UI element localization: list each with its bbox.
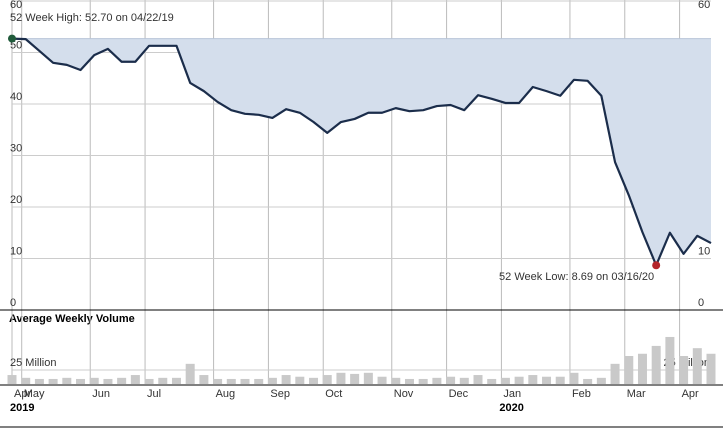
volume-bar <box>583 378 593 384</box>
x-tick-label: May <box>24 388 45 400</box>
volume-bar <box>350 373 360 384</box>
volume-bar <box>295 376 305 384</box>
volume-bar <box>377 376 387 384</box>
volume-bar <box>446 376 456 384</box>
volume-bar <box>542 376 552 384</box>
y2-tick-label: 10 <box>698 245 710 257</box>
volume-bar <box>213 378 223 384</box>
volume-bar <box>103 378 113 384</box>
volume-bar <box>610 363 620 384</box>
x-tick-label: Apr <box>682 388 699 400</box>
volume-bar <box>624 356 634 384</box>
volume-bar <box>322 375 332 384</box>
volume-bar <box>185 363 195 384</box>
volume-bar <box>267 377 277 384</box>
x-tick-label: Nov <box>394 388 414 400</box>
year-label: 2020 <box>499 402 523 414</box>
volume-bar <box>89 377 99 384</box>
y-tick-label: 30 <box>10 142 22 154</box>
volume-bar <box>254 378 264 384</box>
volume-bar <box>528 375 538 384</box>
volume-bar <box>7 375 17 384</box>
annotation: 52 Week High: 52.70 on 04/22/19 <box>10 12 174 24</box>
year-label: 2019 <box>10 402 34 414</box>
volume-bar <box>21 377 31 384</box>
x-tick-label: Jul <box>147 388 161 400</box>
y-tick-label: 25 Million <box>10 357 56 369</box>
volume-bar <box>432 377 442 384</box>
volume-bar <box>404 378 414 384</box>
y2-tick-label: 0 <box>698 297 704 309</box>
x-tick-label: Aug <box>216 388 236 400</box>
volume-bar <box>596 377 606 384</box>
annotation: 52 Week Low: 8.69 on 03/16/20 <box>499 271 654 283</box>
volume-title: Average Weekly Volume <box>9 313 135 325</box>
volume-bar <box>158 377 168 384</box>
y2-tick-label: 60 <box>698 0 710 11</box>
x-tick-label: Jun <box>92 388 110 400</box>
volume-bar <box>692 348 702 384</box>
volume-bar <box>336 372 346 384</box>
volume-bar <box>240 378 250 384</box>
volume-bar <box>418 378 428 384</box>
area-fill <box>12 38 711 266</box>
volume-bar <box>171 377 181 384</box>
volume-bar <box>706 353 716 384</box>
volume-bar <box>199 375 209 384</box>
x-tick-label: Apr <box>14 388 31 400</box>
volume-bar <box>281 375 291 384</box>
volume-bar <box>459 377 469 384</box>
high-marker <box>8 34 16 43</box>
volume-bar <box>500 377 510 384</box>
x-tick-label: Mar <box>627 388 646 400</box>
volume-bar <box>76 378 86 384</box>
volume-bar <box>62 377 72 384</box>
volume-bar <box>487 378 497 384</box>
x-tick-label: Dec <box>449 388 469 400</box>
volume-bar <box>34 378 44 384</box>
volume-bar <box>555 376 565 384</box>
volume-bar <box>117 377 127 384</box>
volume-bar <box>48 378 58 384</box>
y-tick-label: 60 <box>10 0 22 11</box>
volume-bar <box>569 372 579 384</box>
y-tick-label: 10 <box>10 245 22 257</box>
volume-bar <box>130 375 140 384</box>
volume-bar <box>665 336 675 384</box>
low-marker <box>652 261 661 270</box>
volume-bar <box>514 376 524 384</box>
volume-bar <box>226 378 236 384</box>
x-tick-label: Jan <box>503 388 521 400</box>
price-line <box>11 37 712 267</box>
volume-bar <box>363 372 373 384</box>
volume-bar <box>309 377 319 384</box>
x-tick-label: Sep <box>270 388 290 400</box>
y-tick-label: 40 <box>10 91 22 103</box>
volume-bar <box>144 378 154 384</box>
volume-bar <box>391 377 401 384</box>
volume-bar <box>473 375 483 384</box>
x-tick-label: Feb <box>572 388 591 400</box>
volume-bar <box>679 356 689 384</box>
y-tick-label: 20 <box>10 194 22 206</box>
y-tick-label: 0 <box>10 297 16 309</box>
x-tick-label: Oct <box>325 388 342 400</box>
volume-bar <box>637 353 647 384</box>
volume-bar <box>651 345 661 384</box>
